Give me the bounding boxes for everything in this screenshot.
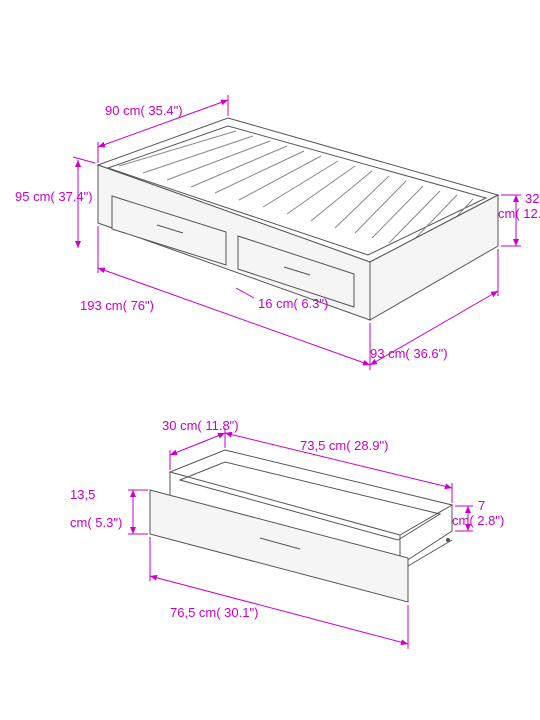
- dim-bed-front: 93 cm( 36.6"): [370, 346, 448, 361]
- dim-bed-height-b: cm( 12.6"): [498, 206, 540, 221]
- dim-drawer-innerw: 73,5 cm( 28.9"): [300, 438, 388, 453]
- dim-drawer-innerh-b: cm( 2.8"): [452, 513, 504, 528]
- dim-bed-depth-a: 95 cm( 37.4"): [15, 189, 93, 204]
- dim-drawer-innerh-a: 7: [478, 498, 485, 513]
- dim-drawer-depth: 30 cm( 11.8"): [162, 418, 239, 433]
- technical-diagram: 90 cm( 35.4") 95 cm( 37.4") 193 cm( 76")…: [0, 0, 540, 720]
- dim-bed-drawerh: 16 cm( 6.3"): [258, 296, 328, 311]
- dim-drawer-h-a: 13,5: [70, 487, 95, 502]
- dim-bed-height-a: 32: [525, 191, 539, 206]
- dim-drawer-h-b: cm( 5.3"): [70, 515, 122, 530]
- drawer-drawing: [150, 450, 452, 602]
- dim-bed-width: 90 cm( 35.4"): [105, 103, 183, 118]
- dim-drawer-outerw: 76,5 cm( 30.1"): [170, 605, 258, 620]
- dim-bed-length: 193 cm( 76"): [80, 298, 154, 313]
